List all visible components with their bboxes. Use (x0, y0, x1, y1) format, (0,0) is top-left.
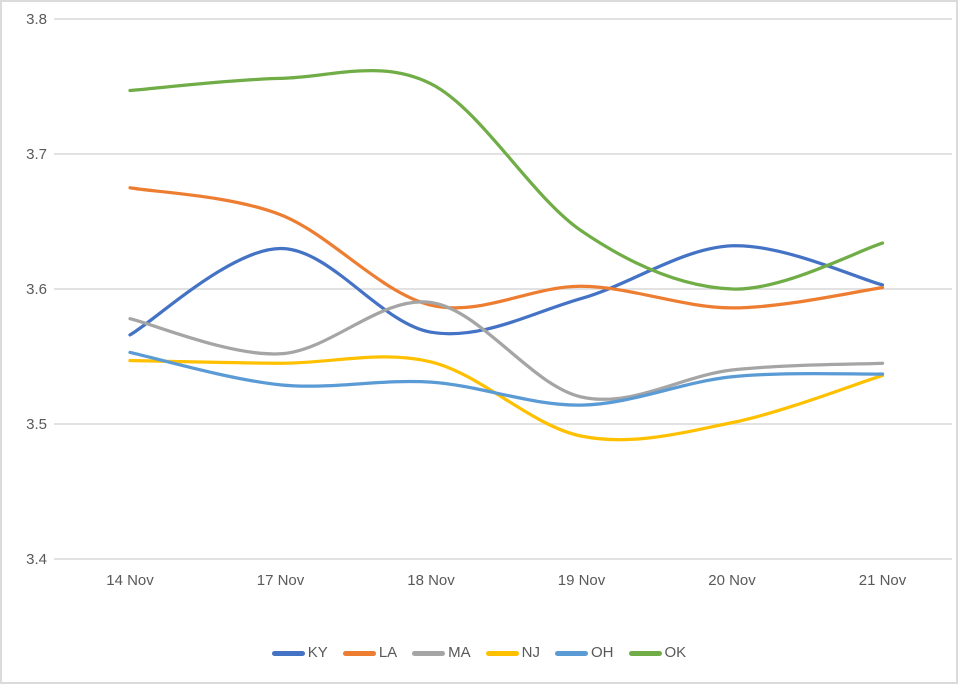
x-axis-tick-label: 18 Nov (407, 572, 455, 589)
legend-line-swatch-ma (412, 650, 446, 656)
y-axis-tick-label: 3.8 (26, 11, 47, 28)
series-line-la[interactable] (128, 186, 885, 310)
legend-line-swatch-ok (628, 650, 662, 656)
legend-item-oh[interactable]: OH (555, 642, 614, 664)
series-line-nj[interactable] (128, 355, 885, 442)
y-axis-tick-label: 3.5 (26, 416, 47, 433)
y-axis-tick-label: 3.7 (26, 146, 47, 163)
x-axis-tick-label: 19 Nov (558, 572, 606, 589)
x-axis-tick-label: 14 Nov (106, 572, 154, 589)
legend-label-ky: KY (307, 644, 328, 661)
series-line-oh[interactable] (128, 350, 885, 407)
y-axis-tick-label: 3.4 (26, 551, 47, 568)
legend-line-swatch-nj (485, 650, 519, 656)
legend-line-swatch-oh (555, 650, 589, 656)
legend-label-ok: OK (664, 644, 687, 661)
legend-item-ok[interactable]: OK (628, 642, 687, 664)
legend-line-swatch-ky (271, 650, 305, 656)
chart-legend: KY LA MA NJ OH OK (2, 642, 956, 664)
x-axis-tick-label: 17 Nov (257, 572, 305, 589)
y-axis-tick-label: 3.6 (26, 281, 47, 298)
series-line-ok[interactable] (128, 68, 885, 291)
legend-line-swatch-la (342, 650, 376, 656)
legend-item-ma[interactable]: MA (412, 642, 471, 664)
series-line-ky[interactable] (128, 244, 885, 337)
legend-label-oh: OH (591, 644, 614, 661)
legend-label-la: LA (378, 644, 398, 661)
legend-item-nj[interactable]: NJ (485, 642, 541, 664)
legend-label-nj: NJ (521, 644, 541, 661)
series-line-ma[interactable] (128, 300, 885, 401)
legend-item-la[interactable]: LA (342, 642, 398, 664)
x-axis-tick-label: 21 Nov (859, 572, 907, 589)
x-axis-tick-label: 20 Nov (708, 572, 756, 589)
legend-label-ma: MA (448, 644, 471, 661)
legend-item-ky[interactable]: KY (271, 642, 328, 664)
